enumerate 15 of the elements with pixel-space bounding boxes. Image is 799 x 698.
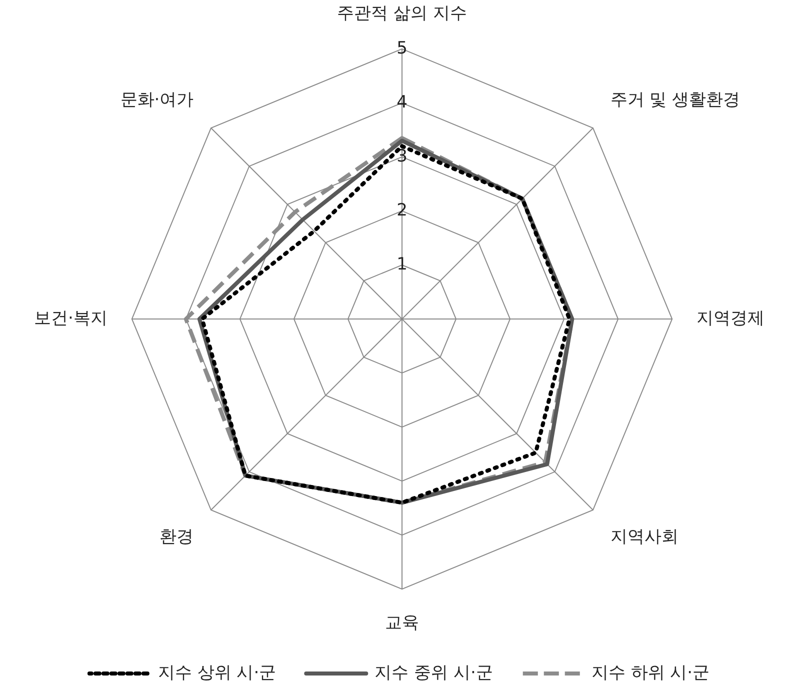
spoke-label: 지역경제: [696, 308, 765, 328]
legend-label: 지수 하위 시·군: [591, 662, 710, 683]
spoke-label: 주거 및 생활환경: [610, 90, 740, 110]
y-tick-label: 2: [396, 200, 408, 220]
spoke-label: 지역사회: [610, 526, 678, 547]
legend-label: 지수 상위 시·군: [158, 662, 276, 683]
legend-label: 지수 중위 시·군: [374, 662, 493, 683]
spoke-label: 주관적 삶의 지수: [337, 4, 467, 24]
spoke-label: 문화·여가: [120, 90, 194, 110]
spoke-label: 교육: [385, 613, 419, 634]
spoke-label: 환경: [160, 526, 194, 547]
y-tick-label: 5: [396, 38, 408, 58]
spoke-label: 보건·복지: [34, 308, 108, 328]
y-tick-label: 4: [396, 92, 408, 112]
y-tick-label: 1: [396, 254, 408, 274]
